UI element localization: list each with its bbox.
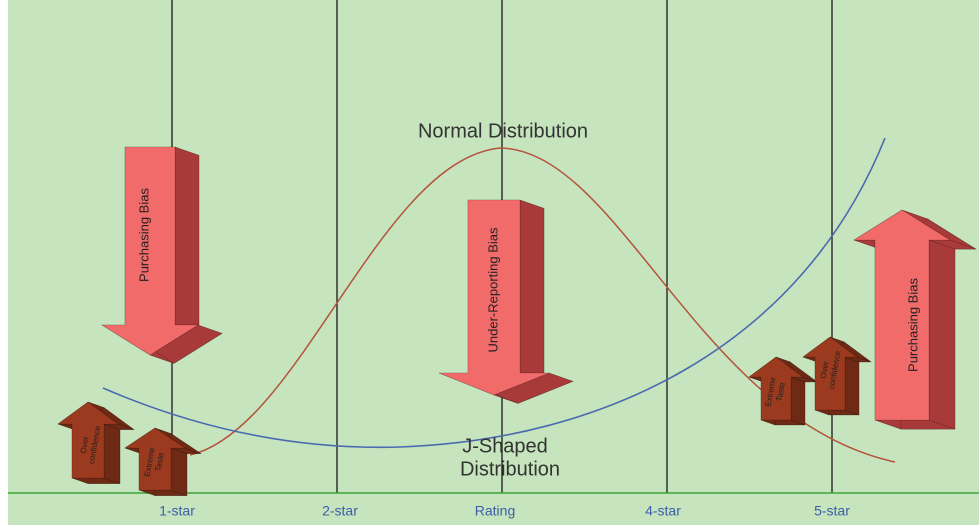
x-label: 2-star bbox=[322, 503, 358, 519]
x-label: Rating bbox=[475, 503, 515, 519]
arrow-shape bbox=[928, 239, 956, 430]
arrow-label: Over bbox=[79, 435, 91, 454]
arrow-label: Taste bbox=[154, 451, 166, 472]
arrow-shape bbox=[519, 199, 545, 382]
x-label: 1-star bbox=[159, 503, 195, 519]
arrow-label: Purchasing Bias bbox=[905, 278, 920, 372]
j-curve bbox=[102, 137, 886, 449]
arrow-shape bbox=[852, 209, 952, 421]
arrow-shape bbox=[748, 356, 804, 421]
arrow-shape bbox=[438, 199, 550, 396]
arrow-shape bbox=[790, 376, 806, 426]
x-label: 4-star bbox=[645, 503, 681, 519]
arrow-shape bbox=[170, 447, 188, 497]
arrow-shape bbox=[124, 427, 186, 491]
arrow-label: Under-Reporting Bias bbox=[485, 227, 500, 353]
arrow-shape bbox=[103, 423, 121, 485]
arrow-label: Purchasing Bias bbox=[136, 188, 151, 282]
normal-label: Normal Distribution bbox=[418, 120, 588, 142]
arrow-shape bbox=[174, 146, 200, 334]
arrow-shape bbox=[100, 146, 200, 356]
arrow-shape bbox=[844, 356, 860, 416]
arrow-shape bbox=[802, 336, 858, 411]
arrow-label: Over bbox=[819, 360, 831, 379]
j-label: Distribution bbox=[460, 458, 560, 480]
x-label: 5-star bbox=[814, 503, 850, 519]
arrow-label: Taste bbox=[775, 381, 787, 402]
j-label: J-Shaped bbox=[462, 435, 548, 457]
normal-curve bbox=[189, 147, 896, 463]
arrows bbox=[57, 146, 978, 497]
arrow-shape bbox=[57, 401, 119, 479]
